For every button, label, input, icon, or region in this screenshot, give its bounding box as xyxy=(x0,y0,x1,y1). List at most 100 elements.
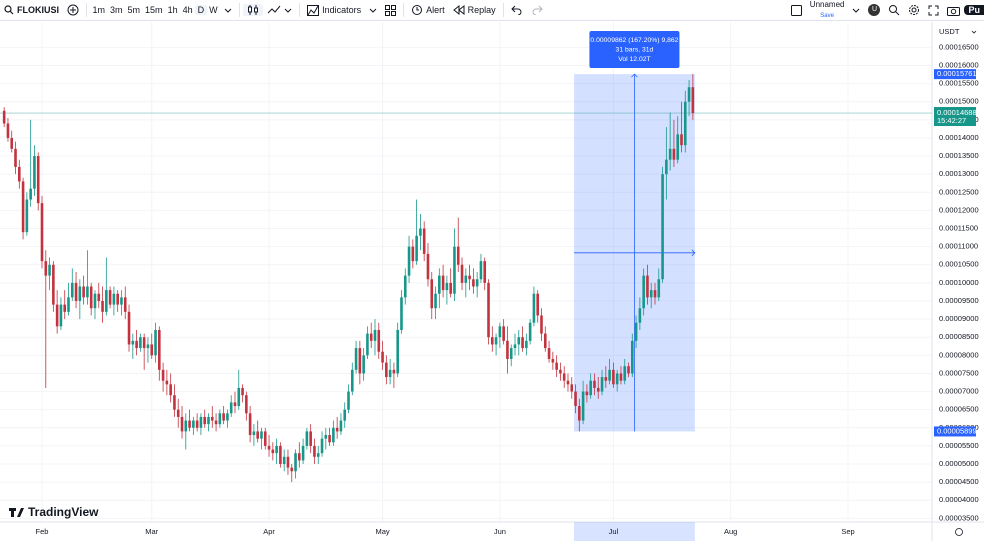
checkbox xyxy=(790,4,802,16)
last-price-badge xyxy=(934,107,976,127)
alert-button[interactable]: Alert xyxy=(407,4,449,16)
candle-body xyxy=(335,427,339,432)
candle-body xyxy=(89,286,93,309)
candle-body xyxy=(199,416,203,428)
watermark-logo xyxy=(9,508,24,517)
interval-button[interactable]: D xyxy=(195,5,207,15)
interval-button[interactable]: W xyxy=(209,5,218,15)
candle-body xyxy=(139,337,142,349)
y-tick-label: 0.00014000 xyxy=(939,133,979,142)
interval-button[interactable]: 3m xyxy=(110,5,123,15)
candle-body xyxy=(540,315,543,334)
publish-button[interactable]: Pu xyxy=(964,5,984,15)
chevron xyxy=(284,8,292,13)
compare-button[interactable] xyxy=(63,4,83,16)
fullscreen-button[interactable] xyxy=(924,5,943,16)
candle-body xyxy=(146,344,150,349)
undo-button[interactable] xyxy=(507,5,527,15)
avatar: U xyxy=(868,4,881,16)
interval-button[interactable]: 1h xyxy=(167,5,178,15)
candle-body xyxy=(40,203,44,262)
candle-body xyxy=(120,297,123,305)
interval-button[interactable]: 5m xyxy=(127,5,141,15)
candle-body xyxy=(245,395,248,414)
candle-body xyxy=(574,391,577,407)
y-tick-label: 0.00015000 xyxy=(939,97,979,106)
interval-button[interactable]: 1m xyxy=(92,5,106,15)
candle-body xyxy=(661,174,664,280)
candle-body xyxy=(135,340,138,349)
candle-body xyxy=(127,311,131,345)
gear-icon xyxy=(909,5,920,15)
y-tick-label: 0.00007500 xyxy=(939,368,979,377)
candle-body xyxy=(638,308,642,323)
settings-button[interactable] xyxy=(904,4,924,16)
candle-body xyxy=(108,290,112,305)
candle-body xyxy=(672,148,676,160)
layout-menu[interactable] xyxy=(848,6,864,14)
axis-settings[interactable] xyxy=(955,528,963,536)
candle-body xyxy=(570,384,574,392)
alert-label: Alert xyxy=(426,5,445,15)
candle-body xyxy=(188,420,191,428)
replay-button[interactable]: Replay xyxy=(449,5,500,15)
y-tick-label: 0.00011000 xyxy=(939,242,978,251)
layout-checkbox[interactable] xyxy=(787,4,806,16)
candle-body xyxy=(184,420,188,432)
candle-body xyxy=(2,110,6,124)
interval-button[interactable]: 15m xyxy=(145,5,163,15)
candle-body xyxy=(627,366,630,374)
candle-body xyxy=(600,377,604,392)
candle-body xyxy=(17,166,21,182)
candle-body xyxy=(596,387,600,392)
drawing-button[interactable] xyxy=(263,5,296,15)
symbol-search[interactable]: FLOKIUSI xyxy=(0,5,63,15)
save-label: Save xyxy=(820,12,834,19)
candle-body xyxy=(453,246,456,294)
low-badge xyxy=(934,426,976,437)
y-tick-label: 0.00016500 xyxy=(939,42,979,51)
y-tick-label: 0.00005500 xyxy=(939,441,979,450)
interval-button[interactable]: 4h xyxy=(182,5,193,15)
redo-button[interactable] xyxy=(527,5,547,15)
candle-body xyxy=(294,453,297,472)
candle-body xyxy=(6,123,10,138)
candle-body xyxy=(634,322,638,341)
y-tick-label: 0.00013500 xyxy=(939,151,979,160)
indicators-menu[interactable] xyxy=(365,6,381,14)
last-price-label: 0.00014688 xyxy=(937,108,977,117)
templates-button[interactable] xyxy=(381,4,400,16)
candle-body xyxy=(608,369,611,381)
candle-body xyxy=(271,449,275,454)
user-button[interactable]: U xyxy=(864,4,884,16)
x-tick-label: Mar xyxy=(145,527,158,536)
candle-body xyxy=(464,275,468,283)
y-tick-label: 0.00006500 xyxy=(939,405,979,414)
candles-icon xyxy=(248,5,259,15)
chevron xyxy=(853,8,860,13)
x-tick-label: Feb xyxy=(36,527,49,536)
countdown-label: 15:42:27 xyxy=(937,116,966,125)
layout-name[interactable]: Unnamed Save xyxy=(806,0,849,20)
search-icon xyxy=(4,5,14,15)
redo-icon xyxy=(532,5,543,15)
interval-menu[interactable] xyxy=(220,6,236,14)
indicators-button[interactable]: Indicators xyxy=(303,4,365,16)
measure-bars: 31 bars, 31d xyxy=(616,46,654,53)
candle-body xyxy=(403,275,407,298)
snapshot-button[interactable] xyxy=(943,5,964,16)
x-tick-label: May xyxy=(375,527,389,536)
candle-body xyxy=(192,420,195,428)
candle-body xyxy=(97,293,101,301)
candle-body xyxy=(691,87,695,114)
candle-body xyxy=(63,304,67,312)
candle-body xyxy=(112,293,116,305)
watermark: TradingView xyxy=(28,505,99,519)
candle-body xyxy=(74,282,78,301)
quick-search[interactable] xyxy=(884,4,904,16)
candle-body xyxy=(468,275,471,280)
candle-body xyxy=(101,300,104,312)
candle-body xyxy=(229,402,233,414)
chart-type-button[interactable] xyxy=(243,4,264,16)
